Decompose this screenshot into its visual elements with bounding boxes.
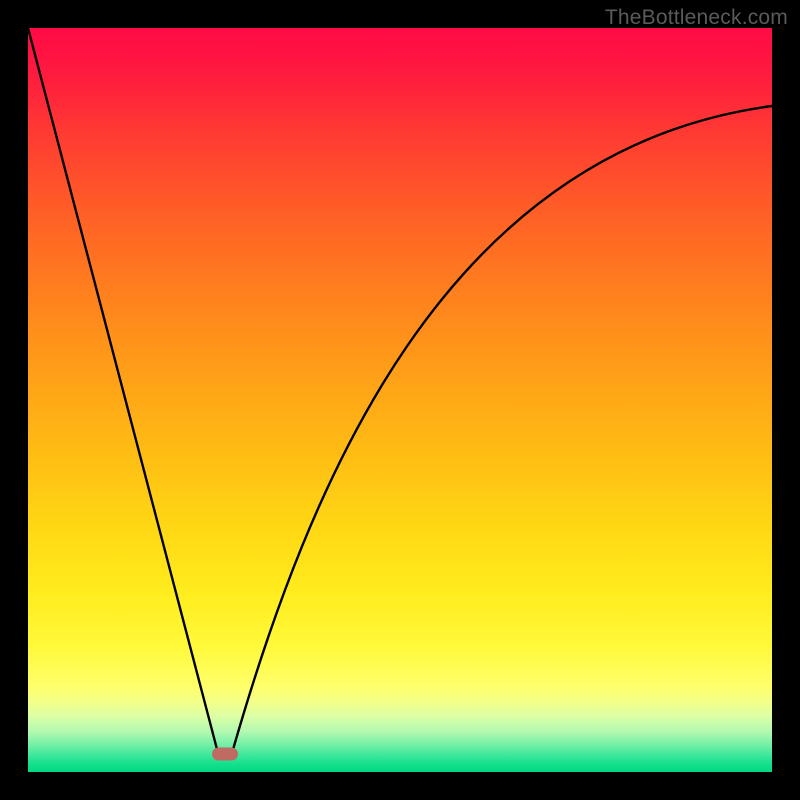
bottleneck-chart-svg bbox=[0, 0, 800, 800]
gradient-background bbox=[28, 28, 772, 772]
chart-frame: TheBottleneck.com bbox=[0, 0, 800, 800]
valley-marker bbox=[212, 748, 238, 761]
watermark-text: TheBottleneck.com bbox=[605, 6, 788, 30]
